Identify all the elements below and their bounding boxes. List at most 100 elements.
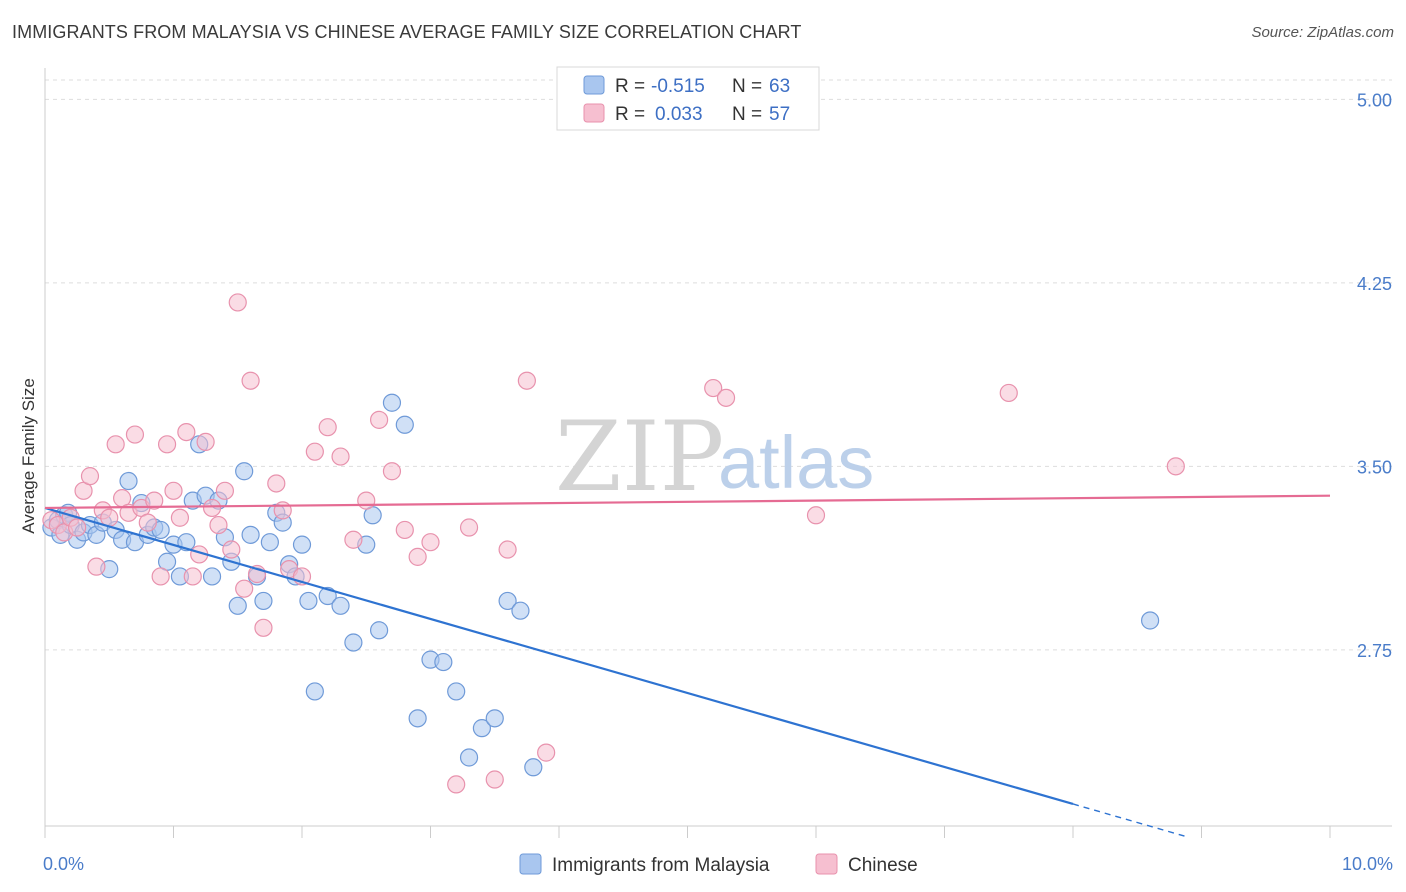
legend-n-value-1: 63: [769, 76, 790, 97]
point-chinese: [999, 383, 1018, 403]
point-chinese: [331, 447, 350, 466]
point-chinese: [716, 388, 736, 407]
trend-line-malaysia-extension: [1072, 803, 1189, 838]
y-tick-label: 2.75: [1357, 641, 1392, 661]
point-chinese: [183, 567, 202, 586]
point-chinese: [421, 533, 440, 552]
point-malaysia: [524, 758, 543, 777]
axes: [44, 68, 1392, 838]
point-malaysia: [260, 533, 279, 552]
stats-legend: R = -0.515 N = 63 R = 0.033 N = 57: [556, 66, 820, 131]
point-chinese: [447, 775, 466, 794]
series-chinese: [42, 293, 1185, 794]
point-malaysia: [331, 596, 350, 615]
legend-n-value-2: 57: [769, 104, 790, 125]
point-chinese: [517, 371, 536, 390]
series-legend-label-1: Immigrants from Malaysia: [552, 855, 770, 876]
point-chinese: [395, 520, 414, 540]
point-malaysia: [485, 709, 504, 728]
point-malaysia: [370, 621, 389, 640]
point-chinese: [357, 491, 376, 510]
point-chinese: [498, 540, 517, 559]
grid-lines: [45, 79, 1392, 651]
point-chinese: [215, 481, 234, 500]
point-malaysia: [305, 682, 324, 701]
series-legend-swatch-pink: [815, 853, 838, 875]
legend-swatch-pink: [583, 103, 605, 123]
point-chinese: [138, 513, 157, 532]
point-chinese: [273, 501, 292, 520]
point-chinese: [537, 743, 556, 762]
series-legend: Immigrants from Malaysia Chinese: [519, 853, 918, 876]
point-chinese: [485, 770, 504, 789]
point-chinese: [267, 474, 286, 493]
point-chinese: [222, 540, 241, 559]
point-malaysia: [1140, 611, 1160, 630]
point-chinese: [177, 422, 196, 442]
watermark-zip: ZIP: [555, 401, 724, 513]
point-malaysia: [344, 633, 363, 652]
point-chinese: [68, 518, 87, 537]
point-chinese: [235, 579, 254, 598]
point-chinese: [151, 567, 170, 586]
y-tick-label: 5.00: [1357, 90, 1392, 110]
point-malaysia: [241, 525, 260, 544]
point-chinese: [408, 547, 427, 566]
point-chinese: [87, 557, 106, 576]
point-chinese: [125, 425, 145, 444]
point-malaysia: [382, 393, 402, 412]
point-chinese: [164, 481, 183, 500]
y-tick-label: 3.50: [1357, 457, 1392, 477]
point-chinese: [459, 518, 479, 537]
point-malaysia: [235, 462, 254, 481]
trend-line-chinese: [44, 494, 1331, 510]
point-malaysia: [299, 591, 318, 611]
y-axis-title: Average Family Size: [19, 378, 38, 534]
point-chinese: [106, 435, 125, 454]
point-chinese: [170, 508, 190, 527]
point-malaysia: [459, 748, 479, 767]
point-malaysia: [472, 719, 491, 738]
point-malaysia: [408, 709, 427, 728]
y-tick-label: 4.25: [1357, 274, 1392, 294]
watermark-atlas: atlas: [718, 421, 874, 504]
legend-r-value-2: 0.033: [655, 104, 703, 125]
x-tick-label: 10.0%: [1342, 854, 1393, 874]
point-chinese: [209, 515, 228, 535]
trend-line-malaysia: [44, 506, 1074, 806]
point-malaysia: [228, 596, 247, 615]
x-tick-labels: 0.0% 10.0%: [43, 854, 1393, 874]
x-tick-label: 0.0%: [43, 854, 84, 874]
point-malaysia: [498, 591, 517, 611]
point-chinese: [806, 506, 826, 525]
legend-n-label-2: N =: [732, 104, 762, 125]
point-malaysia: [318, 586, 337, 606]
chart-source: Source: ZipAtlas.com: [1251, 24, 1394, 41]
watermark: ZIP atlas: [555, 401, 874, 513]
point-chinese: [382, 462, 402, 481]
point-chinese: [196, 432, 215, 451]
legend-r-label-1: R =: [615, 76, 645, 97]
point-chinese: [80, 467, 100, 486]
point-chinese: [704, 378, 723, 398]
point-chinese: [254, 618, 273, 637]
point-malaysia: [202, 567, 222, 586]
point-chinese: [1166, 457, 1185, 476]
point-chinese: [370, 410, 389, 429]
series-legend-swatch-blue: [519, 853, 542, 875]
point-chinese: [157, 435, 177, 454]
chart-title: IMMIGRANTS FROM MALAYSIA VS CHINESE AVER…: [12, 22, 802, 42]
point-malaysia: [395, 415, 414, 434]
y-tick-labels: 2.75 3.50 4.25 5.00: [1357, 90, 1392, 660]
legend-r-value-1: -0.515: [651, 76, 705, 97]
point-malaysia: [447, 682, 466, 701]
point-chinese: [305, 442, 324, 461]
legend-n-label-1: N =: [732, 76, 762, 97]
series-legend-label-2: Chinese: [848, 855, 918, 876]
point-chinese: [228, 293, 247, 312]
point-malaysia: [292, 535, 312, 554]
point-malaysia: [511, 601, 530, 620]
point-chinese: [344, 530, 363, 549]
point-chinese: [145, 491, 164, 510]
